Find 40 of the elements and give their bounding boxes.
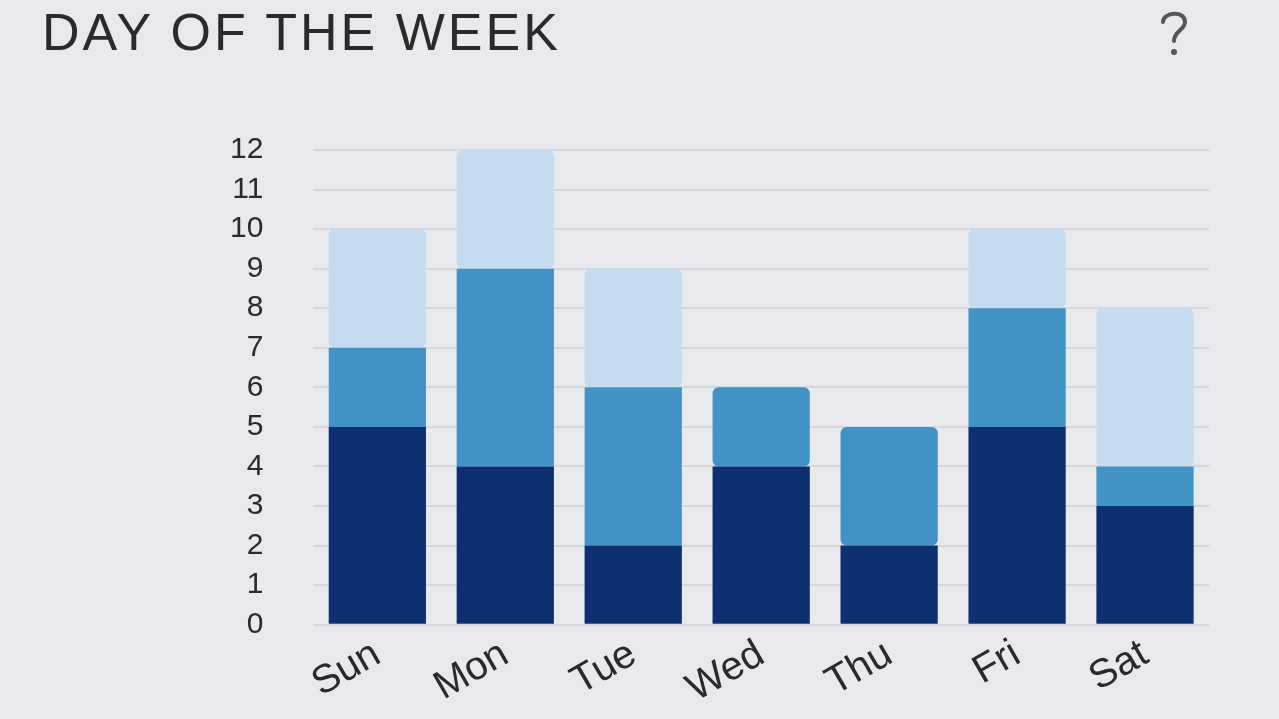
bar <box>840 426 938 546</box>
bar <box>456 466 554 624</box>
y-tick-label: 4 <box>246 447 264 481</box>
bar <box>584 387 682 546</box>
bar <box>1096 308 1194 467</box>
bar <box>328 347 426 427</box>
bar <box>840 545 938 624</box>
bar <box>968 308 1066 427</box>
y-tick-label: 3 <box>246 487 264 521</box>
bar <box>456 150 554 269</box>
x-tick-label: Tue <box>562 629 643 702</box>
bar <box>584 268 682 388</box>
x-tick-label: Sun <box>303 629 387 704</box>
bar <box>328 229 426 348</box>
x-tick-label: Wed <box>678 629 771 709</box>
x-tick-label: Fri <box>964 629 1027 692</box>
x-tick-label: Thu <box>816 629 899 703</box>
y-tick-label: 2 <box>246 526 264 560</box>
bar <box>1096 466 1194 506</box>
y-tick-label: 11 <box>232 170 264 204</box>
x-tick-label: Mon <box>425 629 515 707</box>
bar <box>456 268 554 467</box>
y-tick-label: 5 <box>246 408 264 442</box>
y-tick-label: 8 <box>246 289 264 323</box>
y-tick-label: 7 <box>246 329 264 363</box>
x-tick-label: Sat <box>1080 629 1155 698</box>
bar <box>584 545 682 624</box>
chart-title: DAY OF THE WEEK <box>42 2 561 62</box>
y-tick-label: 6 <box>246 368 264 402</box>
bar <box>712 466 810 624</box>
y-tick-label: 0 <box>246 605 264 639</box>
bar <box>328 426 426 624</box>
y-tick-label: 1 <box>246 566 264 600</box>
y-tick-label: 9 <box>246 249 264 283</box>
bar <box>968 229 1066 309</box>
y-tick-label: 10 <box>229 210 264 244</box>
y-tick-label: 12 <box>229 131 264 165</box>
bar <box>712 387 810 467</box>
bar <box>968 426 1066 624</box>
bar <box>1096 506 1194 624</box>
